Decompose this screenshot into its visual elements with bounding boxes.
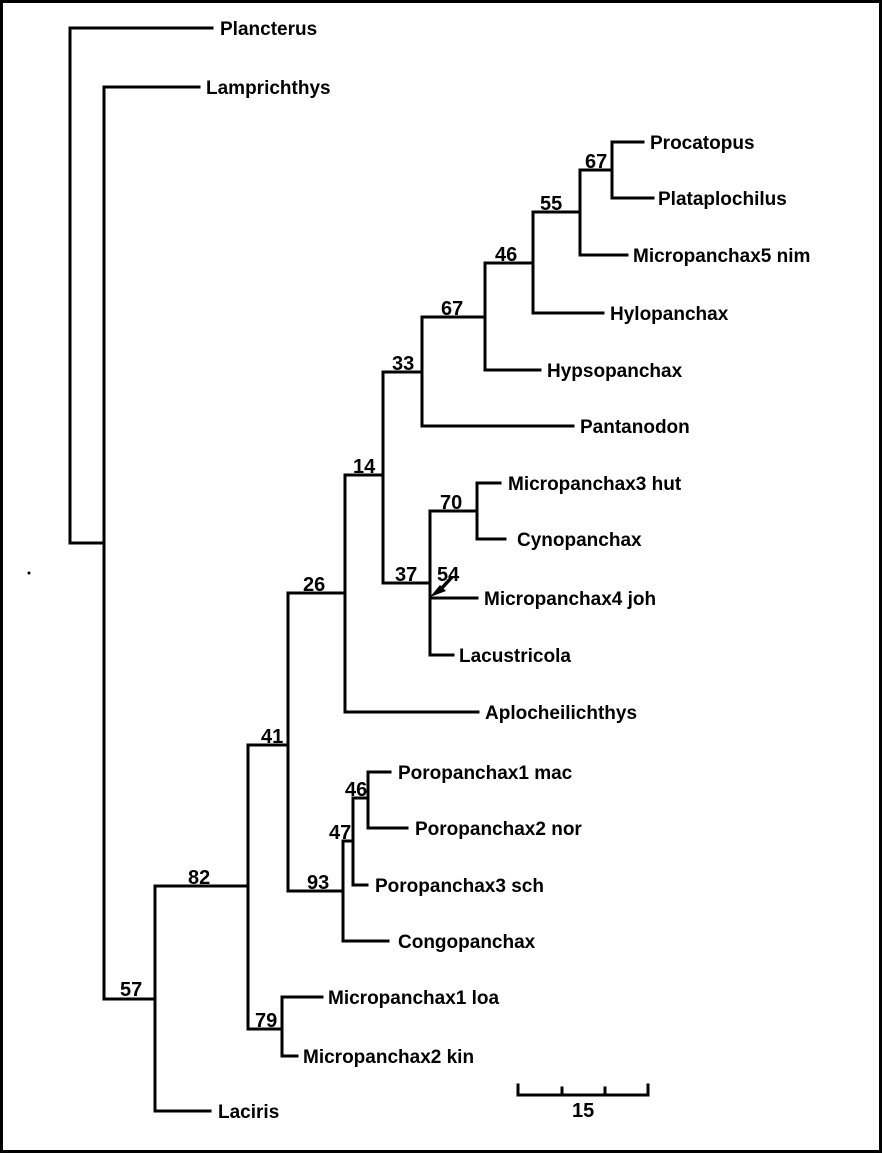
scale-bar-label: 15 <box>572 1100 594 1122</box>
taxon-label: Lamprichthys <box>206 78 331 99</box>
support-value: 67 <box>441 298 463 320</box>
support-value: 70 <box>440 492 462 514</box>
taxon-label: Aplocheilichthys <box>485 703 637 724</box>
taxon-label: Laciris <box>218 1102 279 1123</box>
taxon-label: Plancterus <box>220 19 317 40</box>
support-value: 33 <box>392 353 414 375</box>
support-value: 37 <box>395 564 417 586</box>
taxon-label: Micropanchax1 loa <box>328 988 499 1009</box>
support-value: 54 <box>437 564 460 586</box>
taxon-label: Poropanchax1 mac <box>398 763 573 784</box>
support-value: 46 <box>345 779 367 801</box>
support-value: 47 <box>329 822 351 844</box>
support-value: 79 <box>255 1010 277 1032</box>
support-value: 55 <box>540 193 562 215</box>
support-value: 26 <box>303 574 325 596</box>
support-value: 82 <box>188 867 210 889</box>
taxon-label: Micropanchax2 kin <box>303 1047 474 1068</box>
taxon-label: Cynopanchax <box>517 530 642 551</box>
taxon-label: Procatopus <box>650 133 755 154</box>
node-pointer-arrow-head <box>430 585 446 597</box>
taxon-label: Micropanchax3 hut <box>508 474 682 495</box>
taxon-label: Pantanodon <box>580 417 690 438</box>
support-value: 93 <box>307 872 329 894</box>
support-value: 46 <box>495 244 517 266</box>
node-pointer-arrow-shaft <box>439 575 454 591</box>
scan-speck <box>27 571 31 575</box>
support-value: 41 <box>261 726 283 748</box>
taxon-label: Micropanchax5 nim <box>633 246 810 267</box>
taxon-label: Lacustricola <box>459 646 571 667</box>
taxon-label: Poropanchax3 sch <box>375 876 544 897</box>
taxon-label: Poropanchax2 nor <box>415 819 582 840</box>
taxon-label: Plataplochilus <box>658 189 787 210</box>
support-value: 67 <box>585 151 607 173</box>
taxon-label: Congopanchax <box>398 932 536 953</box>
taxon-label: Hylopanchax <box>610 304 729 325</box>
taxon-label: Micropanchax4 joh <box>484 589 656 610</box>
taxon-label: Hypsopanchax <box>547 361 683 382</box>
support-value: 57 <box>120 979 142 1001</box>
support-value: 14 <box>353 456 376 478</box>
